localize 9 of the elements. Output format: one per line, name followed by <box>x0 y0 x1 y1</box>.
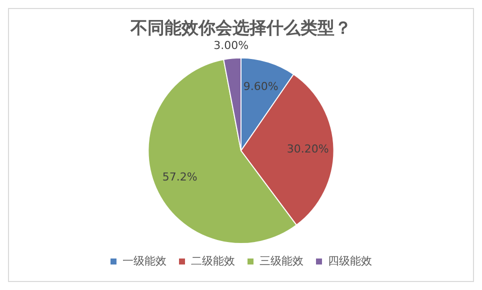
legend-label: 一级能效 <box>122 254 166 268</box>
data-label: 57.2% <box>162 170 198 184</box>
data-label: 9.60% <box>243 80 278 93</box>
legend-label: 三级能效 <box>260 254 304 268</box>
legend-label: 二级能效 <box>191 254 235 268</box>
legend-label: 四级能效 <box>328 254 372 268</box>
data-label: 30.20% <box>286 142 329 156</box>
data-label: 3.00% <box>214 39 249 52</box>
chart-title: 不同能效你会选择什么类型？ <box>130 18 352 39</box>
